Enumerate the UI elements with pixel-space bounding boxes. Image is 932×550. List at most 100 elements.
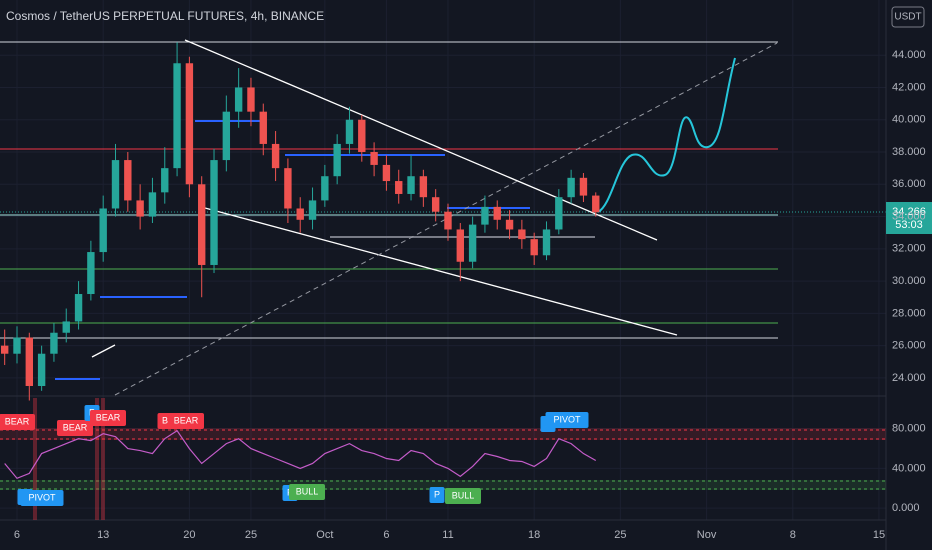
candle-body bbox=[481, 206, 489, 225]
highlight bbox=[101, 398, 105, 520]
candle-body bbox=[234, 87, 243, 112]
y-tick-label: 80.000 bbox=[892, 423, 926, 435]
y-tick-label: 42.000 bbox=[892, 81, 926, 93]
candle-body bbox=[370, 152, 378, 165]
highlight bbox=[33, 398, 37, 520]
candle-body bbox=[87, 252, 95, 295]
candle-body bbox=[198, 184, 206, 265]
y-tick-label: 26.000 bbox=[892, 340, 926, 352]
countdown: 53:03 bbox=[895, 219, 923, 231]
signal-label: BULL bbox=[296, 486, 319, 496]
signal-badge bbox=[429, 487, 445, 503]
signal-label: BEAR bbox=[5, 416, 30, 426]
x-tick-label: 11 bbox=[442, 529, 453, 541]
candle-body bbox=[493, 206, 501, 220]
candle-body bbox=[13, 337, 21, 354]
x-tick-label: Nov bbox=[697, 529, 717, 541]
y-tick-label: 40.000 bbox=[892, 114, 926, 126]
candle-body bbox=[284, 168, 292, 209]
candle-body bbox=[185, 63, 194, 185]
candle-body bbox=[542, 229, 551, 256]
candle-body bbox=[505, 219, 514, 230]
signal-label: BEAR bbox=[96, 412, 121, 422]
last-price: 34.266 bbox=[892, 206, 926, 218]
candle-body bbox=[161, 168, 169, 193]
candle-body bbox=[358, 119, 366, 153]
y-tick-label: 34.000 bbox=[892, 210, 926, 222]
candle-body bbox=[210, 160, 218, 265]
signal-label: BULL bbox=[452, 490, 475, 500]
highlight bbox=[95, 398, 99, 520]
currency-box[interactable] bbox=[891, 6, 925, 28]
signal-badge bbox=[545, 412, 589, 428]
candle-body bbox=[592, 195, 600, 213]
candle-body bbox=[555, 197, 563, 230]
x-tick-label: 15 bbox=[873, 529, 885, 541]
candle-body bbox=[419, 176, 428, 198]
candle-body bbox=[321, 176, 329, 201]
signal-label: PIVOT bbox=[553, 414, 581, 424]
signal-badge bbox=[289, 484, 325, 500]
projection bbox=[597, 57, 736, 213]
candle-body bbox=[173, 63, 181, 169]
y-tick-label: 0.000 bbox=[892, 502, 920, 514]
candle-body bbox=[271, 143, 280, 169]
signal-badge bbox=[168, 413, 204, 429]
candle-body bbox=[395, 181, 403, 194]
band bbox=[0, 428, 886, 440]
candle-body bbox=[382, 164, 391, 182]
y-tick-label: 24.000 bbox=[892, 372, 926, 384]
y-tick-label: 36.000 bbox=[892, 178, 926, 190]
band bbox=[0, 480, 886, 490]
x-tick-label: 13 bbox=[97, 529, 109, 541]
candle-body bbox=[518, 229, 526, 240]
candle-body bbox=[25, 337, 34, 386]
candle-body bbox=[111, 160, 120, 209]
drawings bbox=[0, 0, 887, 550]
indicator-line bbox=[4, 429, 597, 480]
candle-body bbox=[468, 224, 477, 262]
x-tick-label: Oct bbox=[316, 529, 333, 541]
candle-body bbox=[50, 332, 58, 354]
candle-body bbox=[308, 200, 317, 220]
signal-badge bbox=[0, 414, 35, 430]
signal-label: PIVOT bbox=[28, 492, 56, 502]
x-tick-label: 20 bbox=[183, 529, 195, 541]
signal-badge bbox=[57, 420, 93, 436]
candle-body bbox=[62, 321, 70, 333]
trend-line bbox=[114, 42, 778, 396]
price-tag bbox=[886, 202, 932, 234]
y-tick-label: 30.000 bbox=[892, 275, 926, 287]
y-tick-label: 38.000 bbox=[892, 146, 926, 158]
candle-body bbox=[136, 200, 144, 217]
candle-body bbox=[456, 229, 464, 262]
trend-line bbox=[204, 207, 678, 336]
candle-body bbox=[567, 177, 575, 198]
grid bbox=[0, 0, 886, 520]
signal-label: P bbox=[434, 489, 440, 499]
candle-body bbox=[222, 111, 231, 161]
y-tick-label: 32.000 bbox=[892, 243, 926, 255]
x-tick-label: 8 bbox=[790, 529, 796, 541]
candle-body bbox=[0, 345, 9, 354]
candle-body bbox=[259, 111, 267, 144]
x-tick-label: 18 bbox=[528, 529, 540, 541]
candle-body bbox=[407, 176, 415, 194]
candle-body bbox=[431, 197, 440, 212]
y-tick-label: 28.000 bbox=[892, 307, 926, 319]
marks: BEARBEARPBEARBBEARPPIVOTPBULLPBULLPPIVOT bbox=[0, 42, 600, 506]
y-tick-label: 44.000 bbox=[892, 49, 926, 61]
trend-line bbox=[184, 39, 658, 241]
y-tick-label: 40.000 bbox=[892, 462, 926, 474]
currency[interactable]: USDT bbox=[894, 12, 921, 23]
x-tick-label: 25 bbox=[245, 529, 257, 541]
candle-body bbox=[99, 208, 107, 253]
candle-body bbox=[247, 87, 255, 112]
signal-label: BEAR bbox=[174, 415, 199, 425]
candle-body bbox=[124, 160, 132, 201]
signal-badge bbox=[445, 488, 481, 504]
candle-body bbox=[444, 211, 452, 230]
